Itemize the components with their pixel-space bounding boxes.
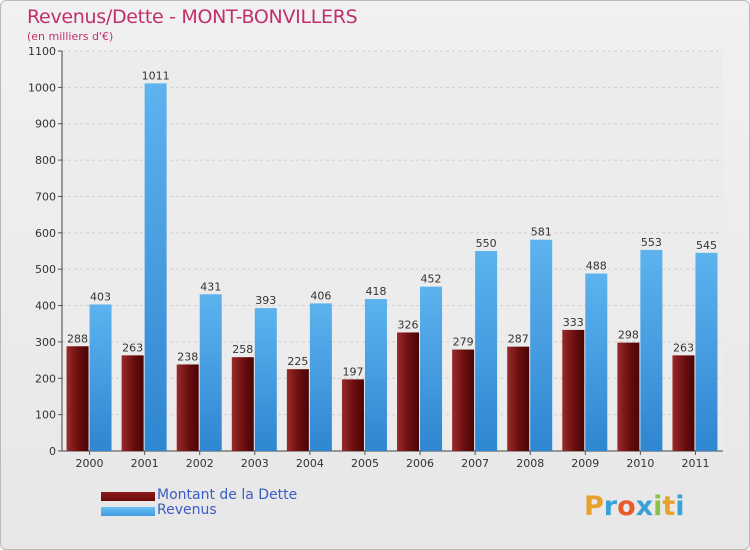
bar-revenus [254, 308, 277, 451]
y-tick-label: 700 [35, 190, 56, 203]
data-label-revenus: 581 [531, 226, 552, 239]
bar-dette [507, 346, 530, 451]
bar-dette [397, 332, 420, 451]
data-label-dette: 197 [342, 365, 363, 378]
bar-revenus [309, 303, 332, 451]
logo-letter: i [653, 491, 663, 522]
data-label-revenus: 393 [255, 294, 276, 307]
data-label-revenus: 431 [200, 280, 221, 293]
y-tick-label: 1000 [28, 81, 56, 94]
data-label-dette: 279 [453, 336, 474, 349]
data-label-revenus: 550 [476, 237, 497, 250]
bar-dette [286, 369, 309, 451]
data-label-dette: 333 [563, 316, 584, 329]
y-tick-label: 100 [35, 409, 56, 422]
y-tick-label: 500 [35, 263, 56, 276]
bar-dette [231, 357, 254, 451]
x-tick-label: 2000 [76, 457, 104, 470]
chart-title: Revenus/Dette - MONT-BONVILLERS [27, 6, 358, 28]
x-tick-label: 2002 [186, 457, 214, 470]
x-tick-label: 2010 [626, 457, 654, 470]
data-label-revenus: 406 [310, 289, 331, 302]
x-tick-label: 2008 [516, 457, 544, 470]
data-label-revenus: 418 [365, 285, 386, 298]
bar-revenus [695, 252, 718, 451]
logo-letter: o [617, 491, 636, 522]
y-tick-label: 400 [35, 300, 56, 313]
data-label-revenus: 488 [586, 260, 607, 273]
bar-revenus [475, 251, 498, 451]
bar-dette [672, 355, 695, 451]
data-label-revenus: 1011 [142, 69, 170, 82]
bar-dette [66, 346, 89, 451]
bar-revenus [199, 294, 222, 451]
x-tick-label: 2003 [241, 457, 269, 470]
bar-revenus [585, 273, 608, 451]
x-tick-label: 2007 [461, 457, 489, 470]
bar-dette [452, 349, 475, 451]
x-tick-label: 2005 [351, 457, 379, 470]
data-label-dette: 326 [398, 318, 419, 331]
bar-dette [341, 379, 364, 451]
x-tick-label: 2001 [131, 457, 159, 470]
data-label-revenus: 553 [641, 236, 662, 249]
y-tick-label: 600 [35, 227, 56, 240]
proxiti-logo: Proxiti [584, 491, 685, 522]
logo-letter: r [603, 491, 618, 522]
x-tick-label: 2009 [571, 457, 599, 470]
chart-subtitle: (en milliers d'€) [27, 30, 114, 43]
bar-revenus [364, 299, 387, 451]
data-label-revenus: 403 [90, 290, 111, 303]
y-tick-label: 300 [35, 336, 56, 349]
data-label-dette: 287 [508, 333, 529, 346]
y-tick-label: 200 [35, 372, 56, 385]
legend-label-revenus: Revenus [157, 502, 217, 518]
bar-dette [617, 342, 640, 451]
logo-letter: i [675, 491, 685, 522]
data-label-dette: 225 [287, 355, 308, 368]
bar-dette [562, 329, 585, 451]
logo-letter: P [584, 491, 604, 522]
y-tick-label: 900 [35, 118, 56, 131]
data-label-dette: 263 [673, 341, 694, 354]
legend-swatch-revenus [101, 507, 155, 516]
bar-dette [176, 364, 199, 451]
bar-revenus [640, 249, 663, 451]
legend-swatch-dette [101, 492, 155, 501]
bar-revenus [144, 83, 167, 451]
x-tick-label: 2011 [681, 457, 709, 470]
bar-dette [121, 355, 144, 451]
data-label-revenus: 452 [421, 273, 442, 286]
legend-label-dette: Montant de la Dette [157, 487, 298, 503]
y-tick-label: 0 [49, 445, 56, 458]
data-label-dette: 258 [232, 343, 253, 356]
x-tick-label: 2006 [406, 457, 434, 470]
data-label-dette: 238 [177, 350, 198, 363]
y-tick-label: 1100 [28, 45, 56, 58]
bar-revenus [530, 239, 553, 451]
bar-revenus [89, 304, 112, 451]
y-tick-label: 800 [35, 154, 56, 167]
data-label-revenus: 545 [696, 239, 717, 252]
data-label-dette: 298 [618, 329, 639, 342]
data-label-dette: 288 [67, 332, 88, 345]
logo-letter: x [635, 491, 654, 522]
logo-letter: t [662, 491, 676, 522]
x-tick-label: 2004 [296, 457, 324, 470]
bar-revenus [420, 286, 443, 451]
plot-area [62, 51, 723, 451]
data-label-dette: 263 [122, 341, 143, 354]
